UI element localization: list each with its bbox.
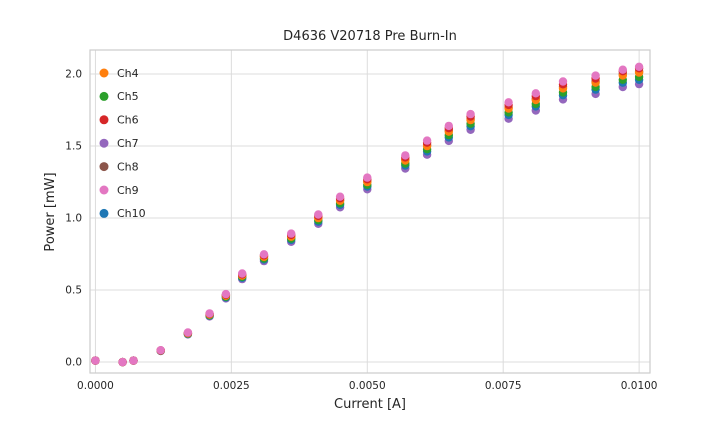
data-point-ch9	[634, 62, 644, 71]
legend: Ch4 Ch5 Ch6 Ch7 Ch8 Ch9 Ch10	[99, 67, 146, 220]
x-tick-label: 0.0000	[77, 380, 114, 392]
x-axis-label: Current [A]	[334, 397, 406, 412]
data-point-ch9	[444, 121, 453, 131]
legend-item-ch4: Ch4	[99, 67, 139, 80]
legend-swatch-icon	[99, 138, 109, 148]
legend-item-ch9: Ch9	[99, 184, 139, 197]
data-point-ch9	[183, 328, 193, 337]
y-axis-label: Power [mW]	[43, 172, 58, 251]
data-point-ch9	[129, 356, 138, 365]
data-point-ch9	[221, 289, 231, 299]
data-point-ch9	[401, 151, 410, 160]
data-point-ch9	[314, 210, 323, 219]
data-point-ch9	[91, 356, 100, 365]
data-point-ch9	[558, 77, 568, 86]
legend-swatch-icon	[99, 185, 109, 195]
data-point-ch9	[287, 229, 296, 238]
y-tick-labels: 0.0 0.5 1.0 1.5 2.0	[65, 69, 82, 369]
data-points	[91, 62, 644, 367]
x-tick-label: 0.0050	[349, 380, 386, 392]
legend-swatch-icon	[99, 162, 109, 172]
data-point-ch9	[618, 65, 627, 74]
y-tick-label: 0.5	[65, 285, 82, 297]
legend-item-ch6: Ch6	[99, 114, 139, 127]
legend-label: Ch9	[117, 184, 139, 197]
y-tick-label: 1.5	[65, 141, 82, 153]
legend-label: Ch6	[117, 114, 139, 127]
data-point-ch9	[118, 357, 127, 367]
legend-swatch-icon	[99, 68, 109, 78]
data-point-ch9	[156, 346, 165, 355]
legend-item-ch7: Ch7	[99, 137, 139, 150]
legend-label: Ch8	[117, 160, 139, 173]
data-point-ch9	[531, 89, 540, 98]
legend-swatch-icon	[99, 115, 109, 125]
x-tick-label: 0.0075	[485, 380, 522, 392]
legend-label: Ch5	[117, 90, 139, 103]
data-point-ch9	[238, 269, 247, 278]
plot-border	[89, 49, 651, 374]
data-point-ch9	[335, 192, 345, 201]
x-tick-label: 0.0100	[621, 380, 658, 392]
data-point-ch9	[504, 98, 513, 107]
chart-title: D4636 V20718 Pre Burn-In	[283, 29, 457, 44]
x-tick-label: 0.0025	[213, 380, 250, 392]
y-tick-label: 0.0	[65, 357, 82, 369]
data-point-ch9	[205, 309, 214, 318]
data-point-ch9	[422, 136, 432, 145]
data-point-ch9	[363, 173, 372, 182]
legend-swatch-icon	[99, 208, 109, 218]
data-point-ch9	[466, 109, 475, 119]
gridlines	[90, 50, 650, 373]
y-tick-label: 2.0	[65, 69, 82, 81]
legend-item-ch8: Ch8	[99, 160, 139, 173]
legend-item-ch10: Ch10	[99, 207, 146, 220]
x-tick-labels: 0.0000 0.0025 0.0050 0.0075 0.0100	[77, 380, 657, 392]
legend-label: Ch4	[117, 67, 139, 80]
legend-item-ch5: Ch5	[99, 90, 139, 103]
legend-label: Ch7	[117, 137, 139, 150]
legend-swatch-icon	[99, 91, 109, 101]
data-point-ch9	[591, 71, 600, 80]
legend-label: Ch10	[117, 207, 146, 220]
y-tick-label: 1.0	[65, 213, 82, 225]
data-point-ch9	[259, 250, 269, 259]
